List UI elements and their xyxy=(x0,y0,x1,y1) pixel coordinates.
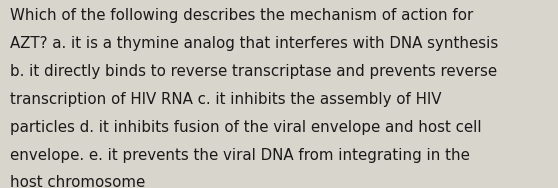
Text: transcription of HIV RNA c. it inhibits the assembly of HIV: transcription of HIV RNA c. it inhibits … xyxy=(10,92,441,107)
Text: envelope. e. it prevents the viral DNA from integrating in the: envelope. e. it prevents the viral DNA f… xyxy=(10,148,470,163)
Text: b. it directly binds to reverse transcriptase and prevents reverse: b. it directly binds to reverse transcri… xyxy=(10,64,497,79)
Text: host chromosome: host chromosome xyxy=(10,175,145,188)
Text: AZT? a. it is a thymine analog that interferes with DNA synthesis: AZT? a. it is a thymine analog that inte… xyxy=(10,36,498,51)
Text: particles d. it inhibits fusion of the viral envelope and host cell: particles d. it inhibits fusion of the v… xyxy=(10,120,482,135)
Text: Which of the following describes the mechanism of action for: Which of the following describes the mec… xyxy=(10,8,473,24)
